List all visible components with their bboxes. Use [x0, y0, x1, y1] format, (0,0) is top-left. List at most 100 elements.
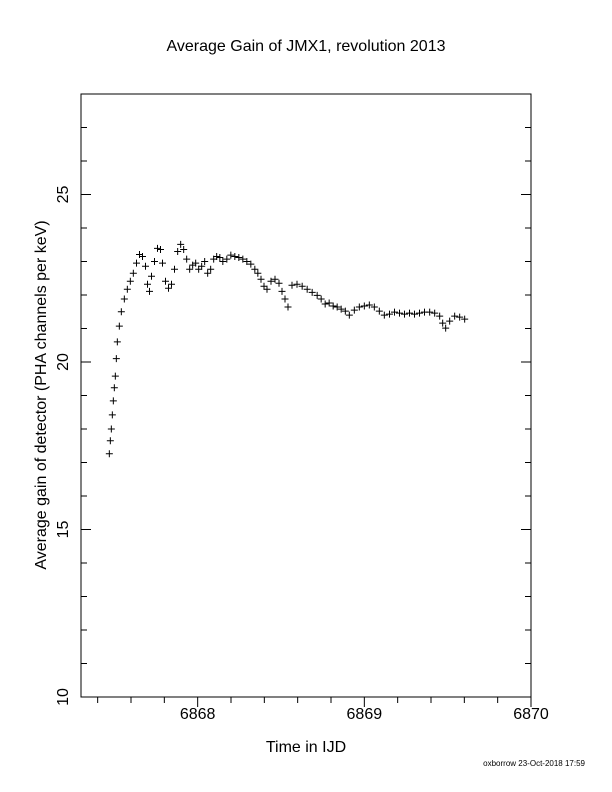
data-point [451, 312, 459, 320]
data-point [380, 311, 388, 319]
data-point [436, 312, 444, 320]
footer: oxborrow 23-Oct-2018 17:59 [483, 759, 585, 768]
data-point [157, 245, 164, 253]
data-point [275, 279, 283, 287]
data-point [303, 285, 311, 293]
data-point [370, 303, 378, 311]
data-point [386, 310, 393, 318]
data-point [365, 301, 373, 309]
data-point [117, 308, 125, 316]
data-point [139, 252, 146, 260]
data-point [345, 311, 353, 319]
data-point [337, 305, 345, 313]
data-point [401, 310, 408, 318]
y-tick-label: 20 [55, 353, 72, 371]
data-point [204, 269, 212, 277]
data-point [144, 280, 151, 288]
x-axis-label: Time in IJD [266, 739, 346, 756]
data-point [439, 319, 447, 327]
data-point [235, 253, 243, 261]
data-point [396, 309, 403, 317]
data-point [375, 307, 383, 315]
data-point [159, 259, 166, 267]
data-point [308, 288, 316, 296]
data-point [183, 255, 191, 263]
data-point [431, 309, 439, 317]
data-point [355, 303, 363, 311]
data-point [391, 308, 398, 316]
data-point [109, 397, 117, 405]
data-point [321, 300, 329, 308]
data-point [426, 308, 434, 316]
data-point [442, 324, 450, 332]
y-tick-label: 25 [55, 186, 72, 204]
data-point [110, 384, 118, 392]
data-point [192, 259, 200, 267]
data-point [186, 265, 194, 273]
data-point [105, 450, 113, 458]
data-point [180, 245, 188, 253]
data-point [198, 262, 206, 270]
data-point [177, 240, 185, 248]
data-point [416, 309, 423, 317]
data-point [298, 282, 306, 290]
data-point [341, 307, 349, 315]
data-point [107, 425, 115, 433]
data-point [174, 247, 182, 255]
data-point [168, 280, 175, 288]
data-point [142, 262, 149, 270]
data-point [257, 275, 265, 283]
data-point [284, 303, 292, 311]
y-axis-label: Average gain of detector (PHA channels p… [33, 220, 50, 569]
data-point [254, 269, 262, 277]
data-point [411, 310, 418, 318]
data-point [126, 277, 134, 285]
data-point [317, 295, 325, 303]
chart-title: Average Gain of JMX1, revolution 2013 [167, 38, 446, 55]
data-point [227, 251, 235, 259]
data-point [243, 258, 251, 265]
data-point [333, 303, 341, 311]
data-point [129, 269, 137, 277]
data-point [446, 317, 454, 325]
data-point [195, 265, 203, 273]
data-point [165, 284, 172, 292]
data-point [219, 258, 227, 265]
data-point [106, 437, 114, 445]
x-tick-label: 6869 [347, 706, 383, 723]
data-point [133, 259, 140, 267]
data-point [271, 275, 279, 283]
data-point [148, 272, 155, 280]
data-point [146, 287, 153, 295]
data-point [231, 252, 239, 260]
y-tick-label: 10 [55, 688, 72, 706]
data-point [120, 295, 128, 303]
data-point [288, 281, 296, 289]
data-point [151, 258, 158, 265]
data-point [223, 255, 231, 263]
data-point [406, 309, 413, 317]
data-point [115, 322, 123, 330]
data-point [123, 285, 131, 293]
data-point [213, 252, 221, 260]
data-point [260, 282, 268, 290]
data-point [456, 313, 464, 321]
data-point [360, 302, 368, 310]
data-point [263, 285, 271, 293]
data-point [154, 244, 161, 252]
data-point [111, 372, 119, 380]
data-point [267, 277, 275, 285]
data-point [251, 265, 259, 273]
x-tick-label: 6870 [513, 706, 549, 723]
data-point [313, 291, 321, 299]
data-point [162, 277, 169, 285]
data-point [207, 265, 215, 273]
data-point [278, 287, 286, 295]
data-point [112, 355, 120, 363]
data-point [293, 280, 301, 288]
data-point [239, 255, 247, 263]
data-point [325, 299, 333, 307]
data-point [281, 295, 289, 303]
